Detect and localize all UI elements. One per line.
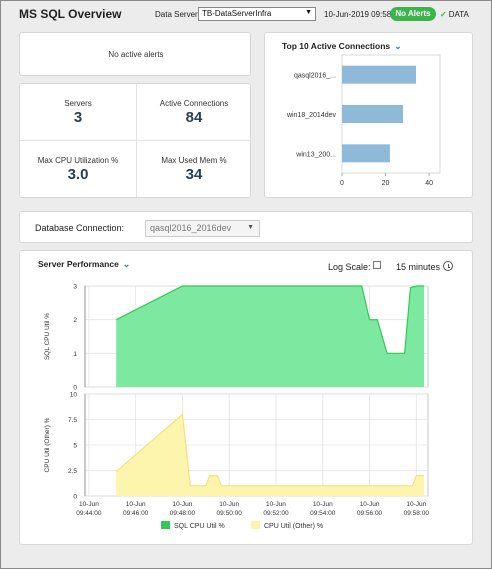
db-connection-label: Database Connection: [35, 223, 125, 233]
max-mem-label: Max Used Mem % [161, 156, 227, 165]
legend-swatch [161, 521, 170, 529]
max-mem-value[interactable]: 34 [185, 166, 203, 183]
legend-label: SQL CPU Util % [174, 523, 225, 530]
x-tick-label: 20 [382, 180, 390, 187]
db-connection-value: qasql2016_2016dev [150, 223, 232, 233]
server-performance-chart: 0 1 2 3 SQL CPU Util % 0 2.5 5 7.5 10 CPU Util (Ot… [44, 284, 430, 531]
bar-category-label: win18_2014dev [286, 112, 337, 119]
servers-label: Servers [64, 99, 92, 108]
db-connection-select[interactable]: qasql2016_2016dev ▼ [145, 220, 260, 237]
alert-status-badge[interactable]: No Alerts [390, 7, 436, 21]
x-tick-time: 09:58:00 [404, 510, 430, 517]
active-connections-label: Active Connections [159, 99, 229, 108]
legend-label: CPU Util (Other) % [264, 523, 323, 530]
x-tick-time: 09:50:00 [217, 510, 243, 517]
bar-category-label: qasql2016_... [294, 73, 336, 80]
bar-category-label: win13_200... [295, 151, 336, 158]
x-tick-date: 10-Jun [173, 501, 193, 508]
clock-icon[interactable] [443, 261, 453, 271]
series-line [115, 285, 425, 354]
server-performance-card: Server Performance ⌄ Log Scale: 15 minute… [19, 250, 473, 545]
log-scale-checkbox[interactable] [373, 261, 381, 269]
x-tick-time: 09:56:00 [357, 510, 383, 517]
y-tick-label: 10 [70, 392, 78, 399]
series-area [116, 286, 425, 387]
db-connection-card: Database Connection: qasql2016_2016dev ▼ [19, 211, 473, 243]
x-tick-time: 09:46:00 [123, 510, 149, 517]
top-connections-card: Top 10 Active Connections ⌄ qasql2016_...… [264, 32, 473, 198]
top-connections-title[interactable]: Top 10 Active Connections ⌄ [282, 41, 402, 52]
y-tick-label: 3 [73, 284, 77, 291]
series-line [115, 413, 425, 487]
no-alerts-message: No active alerts [108, 50, 164, 59]
header-bar: MS SQL Overview Data Server: TB-DataServ… [0, 0, 492, 30]
y-axis-label: SQL CPU Util % [44, 313, 51, 360]
page-title: MS SQL Overview [19, 7, 122, 21]
bar [342, 65, 417, 84]
chevron-down-icon: ▼ [305, 9, 312, 16]
kpi-card[interactable]: Servers 3 Active Connections 84 Max CPU … [19, 83, 251, 198]
x-tick-date: 10-Jun [79, 501, 99, 508]
alerts-card: No active alerts [19, 32, 251, 76]
data-server-label: Data Server: [155, 10, 200, 19]
timestamp: 10-Jun-2019 09:58 [324, 10, 392, 19]
x-tick-label: 0 [340, 180, 344, 187]
y-tick-label: 0 [73, 494, 77, 501]
chevron-down-icon: ⌄ [122, 259, 131, 269]
dropdown-arrow-icon: ▼ [247, 224, 254, 231]
max-cpu-value[interactable]: 3.0 [67, 166, 89, 183]
bar [342, 144, 390, 163]
server-performance-title[interactable]: Server Performance ⌄ [38, 259, 130, 270]
x-tick-time: 09:48:00 [170, 510, 196, 517]
kpi-horizontal-divider [20, 140, 250, 141]
active-connections-value[interactable]: 84 [185, 109, 203, 126]
x-tick-date: 10-Jun [266, 501, 286, 508]
max-cpu-label: Max CPU Utilization % [37, 156, 119, 165]
top-connections-chart: qasql2016_... win18_2014dev win13_200... 0 2… [286, 54, 441, 187]
x-tick-date: 10-Jun [360, 501, 380, 508]
y-tick-label: 2 [73, 317, 77, 324]
chevron-down-icon: ⌄ [394, 41, 402, 51]
legend-swatch [251, 521, 260, 529]
x-tick-time: 09:54:00 [310, 510, 336, 517]
log-scale-label: Log Scale: [328, 262, 371, 272]
y-tick-label: 5 [73, 443, 77, 450]
top-connections-title-text: Top 10 Active Connections [282, 41, 391, 51]
x-tick-time: 09:52:00 [263, 510, 289, 517]
y-axis-label: CPU Util (Other) % [44, 417, 51, 472]
series-area [116, 414, 425, 496]
y-tick-label: 2.5 [68, 468, 77, 475]
checkmark-icon: ✓ [440, 10, 447, 19]
x-tick-date: 10-Jun [406, 501, 426, 508]
data-indicator: ✓ DATA [440, 10, 469, 19]
data-server-select[interactable]: TB-DataServerInfra ▼ [198, 7, 316, 21]
servers-value[interactable]: 3 [73, 109, 83, 126]
y-tick-label: 1 [73, 351, 77, 358]
x-tick-date: 10-Jun [219, 501, 239, 508]
server-performance-title-text: Server Performance [38, 259, 119, 269]
data-indicator-label: DATA [448, 10, 469, 19]
x-tick-date: 10-Jun [313, 501, 333, 508]
y-tick-label: 7.5 [68, 417, 77, 424]
y-tick-label: 0 [73, 385, 77, 392]
data-server-value: TB-DataServerInfra [202, 9, 272, 18]
x-tick-label: 40 [425, 180, 433, 187]
x-tick-date: 10-Jun [126, 501, 146, 508]
time-range-label[interactable]: 15 minutes [396, 262, 441, 272]
x-tick-time: 09:44:00 [76, 510, 102, 517]
bar [342, 105, 403, 123]
